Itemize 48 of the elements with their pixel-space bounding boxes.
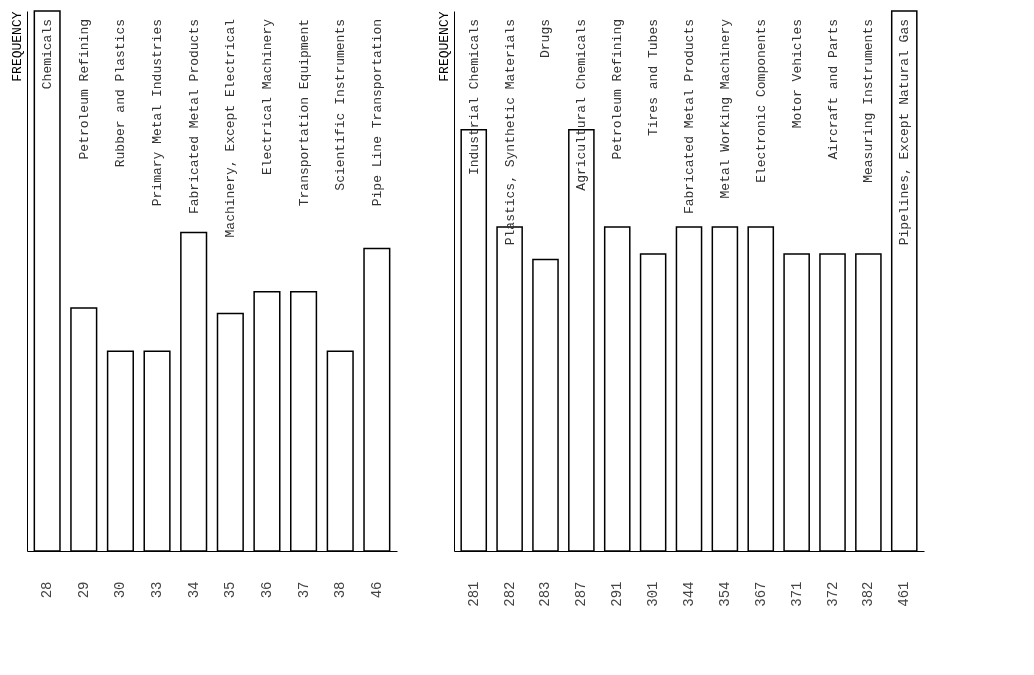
annotation: Transportation Equipment xyxy=(296,19,312,207)
x-tick-label: 38 xyxy=(332,581,349,599)
annotation: Pipelines, Except Natural Gas xyxy=(897,19,913,246)
annotation: Scientific Instruments xyxy=(333,19,349,191)
x-tick-label: 37 xyxy=(295,581,312,599)
x-tick-label: 33 xyxy=(149,581,166,599)
x-tick-label: 372 xyxy=(824,581,841,607)
annotation: Electronic Components xyxy=(753,19,769,183)
x-tick-label: 29 xyxy=(75,581,92,599)
x-tick-label: 36 xyxy=(258,581,275,599)
y-axis-title: FREQUENCY xyxy=(9,11,25,82)
annotation: Tires and Tubes xyxy=(646,19,662,137)
x-tick-label: 382 xyxy=(860,581,877,607)
annotation: Fabricated Metal Products xyxy=(186,19,202,215)
x-tick-label: 282 xyxy=(501,581,518,607)
x-tick-label: 34 xyxy=(185,581,202,599)
x-tick-label: 367 xyxy=(752,581,769,607)
annotation: Aircraft and Parts xyxy=(825,19,841,160)
annotation: Petroleum Refining xyxy=(610,19,626,160)
annotation: Fabricated Metal Products xyxy=(682,19,697,215)
x-tick-label: 354 xyxy=(716,581,733,607)
annotation: Motor Vehicles xyxy=(789,19,805,129)
annotation: Chemicals xyxy=(40,19,56,90)
x-tick-label: 287 xyxy=(573,581,590,607)
annotation: Electrical Machinery xyxy=(259,18,275,176)
x-tick-label: 344 xyxy=(681,581,697,607)
y-axis-title: FREQUENCY xyxy=(436,11,452,82)
x-tick-label: 461 xyxy=(896,581,913,607)
annotation: Pipe Line Transportation xyxy=(369,19,385,207)
annotation: Industrial Chemicals xyxy=(466,19,482,176)
x-tick-label: 301 xyxy=(645,581,662,607)
x-tick-label: 46 xyxy=(368,581,385,599)
annotation: Metal Working Machinery xyxy=(717,18,733,199)
annotation: Petroleum Refining xyxy=(76,19,92,160)
x-tick-label: 30 xyxy=(112,581,129,599)
x-tick-label: 281 xyxy=(465,581,482,607)
x-tick-label: 291 xyxy=(609,581,626,607)
annotation: Measuring Instruments xyxy=(861,19,877,183)
annotation: Machinery, Except Electrical xyxy=(223,18,239,238)
x-tick-label: 283 xyxy=(537,581,554,607)
annotation: Rubber and Plastics xyxy=(113,19,129,168)
x-tick-label: 35 xyxy=(222,581,239,599)
x-tick-label: 371 xyxy=(788,581,805,607)
annotation: Drugs xyxy=(538,19,554,59)
x-tick-label: 28 xyxy=(39,581,56,599)
annotation: Plastics, Synthetic Materials xyxy=(502,19,518,246)
annotation: Primary Metal Industries xyxy=(150,19,166,207)
annotation: Agricultural Chemicals xyxy=(574,19,590,191)
